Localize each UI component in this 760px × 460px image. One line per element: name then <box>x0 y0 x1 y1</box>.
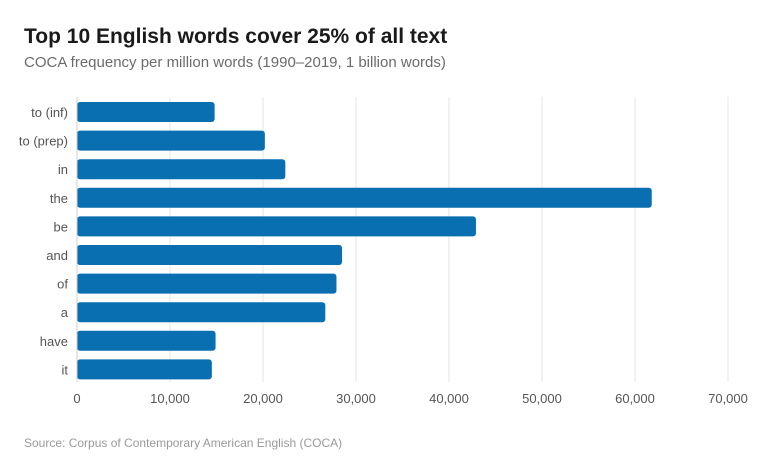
bar-a <box>77 302 326 323</box>
category-label: of <box>57 277 68 292</box>
chart-title: Top 10 English words cover 25% of all te… <box>24 25 448 48</box>
category-label: and <box>46 248 68 263</box>
bar-be <box>77 216 476 237</box>
bar-have <box>77 330 216 351</box>
x-tick-label: 50,000 <box>522 391 562 406</box>
bar-in <box>77 159 286 180</box>
category-label: a <box>61 305 69 320</box>
bar-chart: to (inf) to (prep) in the be and of a have it 0 10,… <box>19 97 748 406</box>
x-tick-label: 20,000 <box>243 391 283 406</box>
category-label: in <box>58 162 68 177</box>
bar-to-inf <box>77 102 215 122</box>
bar-to-prep <box>77 130 265 151</box>
category-label: to (inf) <box>31 105 68 120</box>
category-label: the <box>50 191 68 206</box>
category-label: to (prep) <box>19 134 68 149</box>
x-tick-label: 70,000 <box>708 391 748 406</box>
x-tick-label: 30,000 <box>336 391 376 406</box>
category-label: be <box>54 219 68 234</box>
source-note: Source: Corpus of Contemporary American … <box>24 436 343 450</box>
chart-subtitle: COCA frequency per million words (1990–2… <box>24 54 446 71</box>
x-tick-label: 0 <box>73 391 80 406</box>
x-tick-label: 60,000 <box>615 391 655 406</box>
bar-and <box>77 245 343 265</box>
bar-the <box>77 187 652 208</box>
category-label: have <box>40 334 68 349</box>
category-label: it <box>62 362 69 377</box>
bar-of <box>77 273 337 294</box>
x-tick-label: 40,000 <box>429 391 469 406</box>
x-tick-label: 10,000 <box>150 391 190 406</box>
bar-it <box>77 359 212 380</box>
